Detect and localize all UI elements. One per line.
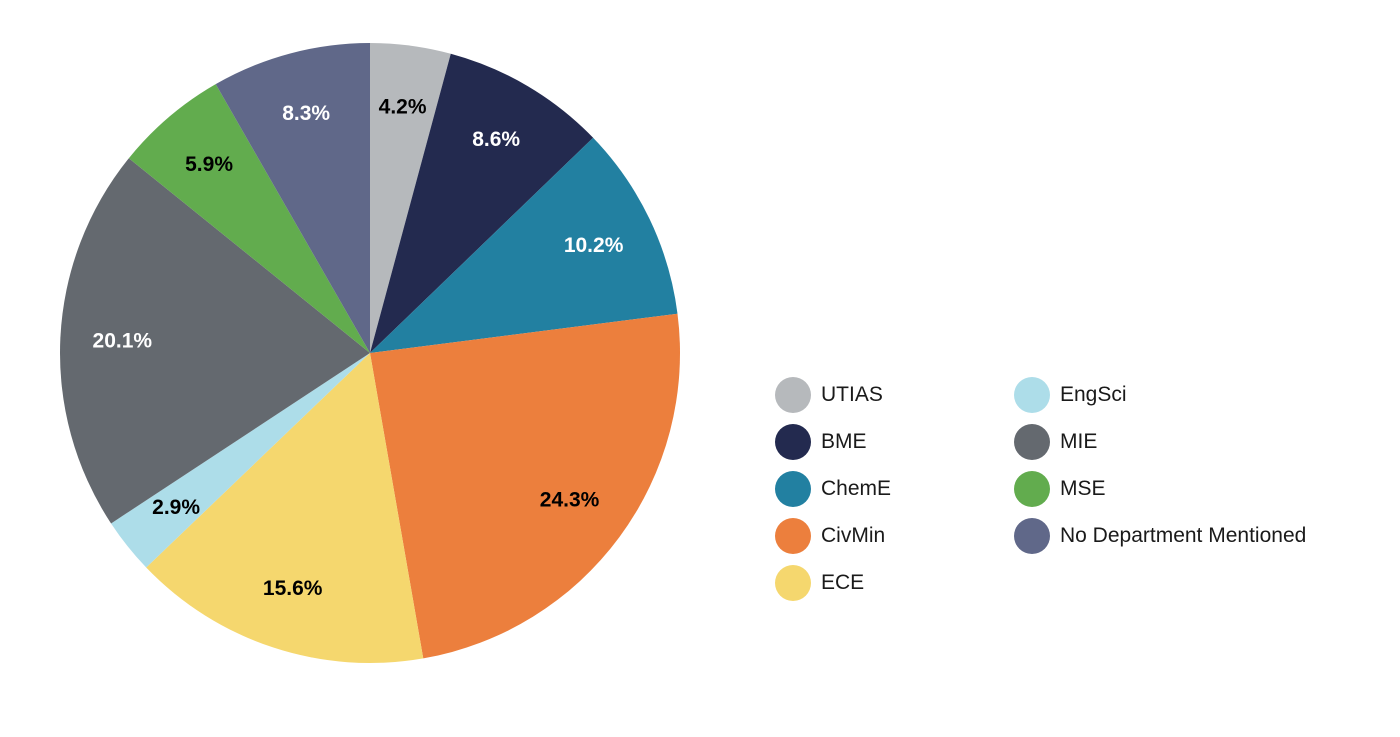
pie-slice-civmin <box>370 313 680 659</box>
slice-value-label-mie: 20.1% <box>93 329 153 352</box>
slice-value-label-ece: 15.6% <box>263 577 323 600</box>
legend-label-no-department: No Department Mentioned <box>1060 524 1307 547</box>
legend-swatch-utias <box>775 377 811 413</box>
legend-item-engsci: EngSci <box>1014 376 1127 414</box>
legend-swatch-no-department <box>1014 518 1050 554</box>
legend-label-utias: UTIAS <box>821 383 883 406</box>
slice-value-label-no-department-mentioned: 8.3% <box>282 102 330 125</box>
legend-swatch-cheme <box>775 471 811 507</box>
pie-slice-mie <box>59 158 370 524</box>
legend-item-ece: ECE <box>775 564 864 602</box>
slice-value-label-cheme: 10.2% <box>564 234 624 257</box>
slice-value-label-civmin: 24.3% <box>540 489 600 512</box>
legend-label-mse: MSE <box>1060 477 1106 500</box>
legend-item-mse: MSE <box>1014 470 1106 508</box>
pie-slices <box>59 43 680 663</box>
legend-label-engsci: EngSci <box>1060 383 1127 406</box>
legend-swatch-mie <box>1014 424 1050 460</box>
legend-item-mie: MIE <box>1014 423 1097 461</box>
legend-item-cheme: ChemE <box>775 470 891 508</box>
pie-slice-engsci <box>111 353 370 568</box>
legend-label-civmin: CivMin <box>821 524 886 547</box>
slice-value-label-bme: 8.6% <box>472 128 520 151</box>
legend-swatch-mse <box>1014 471 1050 507</box>
legend-label-bme: BME <box>821 430 867 453</box>
legend-item-no-department: No Department Mentioned <box>1014 517 1306 555</box>
pie-slice-mse <box>128 84 370 354</box>
pie-slice-no-department-mentioned <box>215 43 370 353</box>
legend-item-bme: BME <box>775 423 867 461</box>
pie-slice-cheme <box>370 137 678 353</box>
pie-slice-ece <box>146 353 424 663</box>
slice-value-label-engsci: 2.9% <box>152 496 200 519</box>
pie-value-labels: 4.2% 8.6% 10.2% 24.3% 15.6% 2.9% 20.1% 5.9% 8.3% <box>93 96 624 600</box>
legend: UTIAS BME ChemE CivMin ECE EngSci MIE MS… <box>775 376 1375 606</box>
legend-swatch-ece <box>775 565 811 601</box>
slice-value-label-mse: 5.9% <box>185 153 233 176</box>
legend-item-civmin: CivMin <box>775 517 885 555</box>
pie-slice-bme <box>370 53 594 353</box>
legend-swatch-bme <box>775 424 811 460</box>
legend-label-mie: MIE <box>1060 430 1098 453</box>
legend-label-ece: ECE <box>821 571 865 594</box>
legend-swatch-engsci <box>1014 377 1050 413</box>
legend-swatch-civmin <box>775 518 811 554</box>
pie-slice-utias <box>370 43 451 353</box>
legend-item-utias: UTIAS <box>775 376 883 414</box>
slice-value-label-utias: 4.2% <box>379 96 427 119</box>
legend-label-cheme: ChemE <box>821 477 892 500</box>
